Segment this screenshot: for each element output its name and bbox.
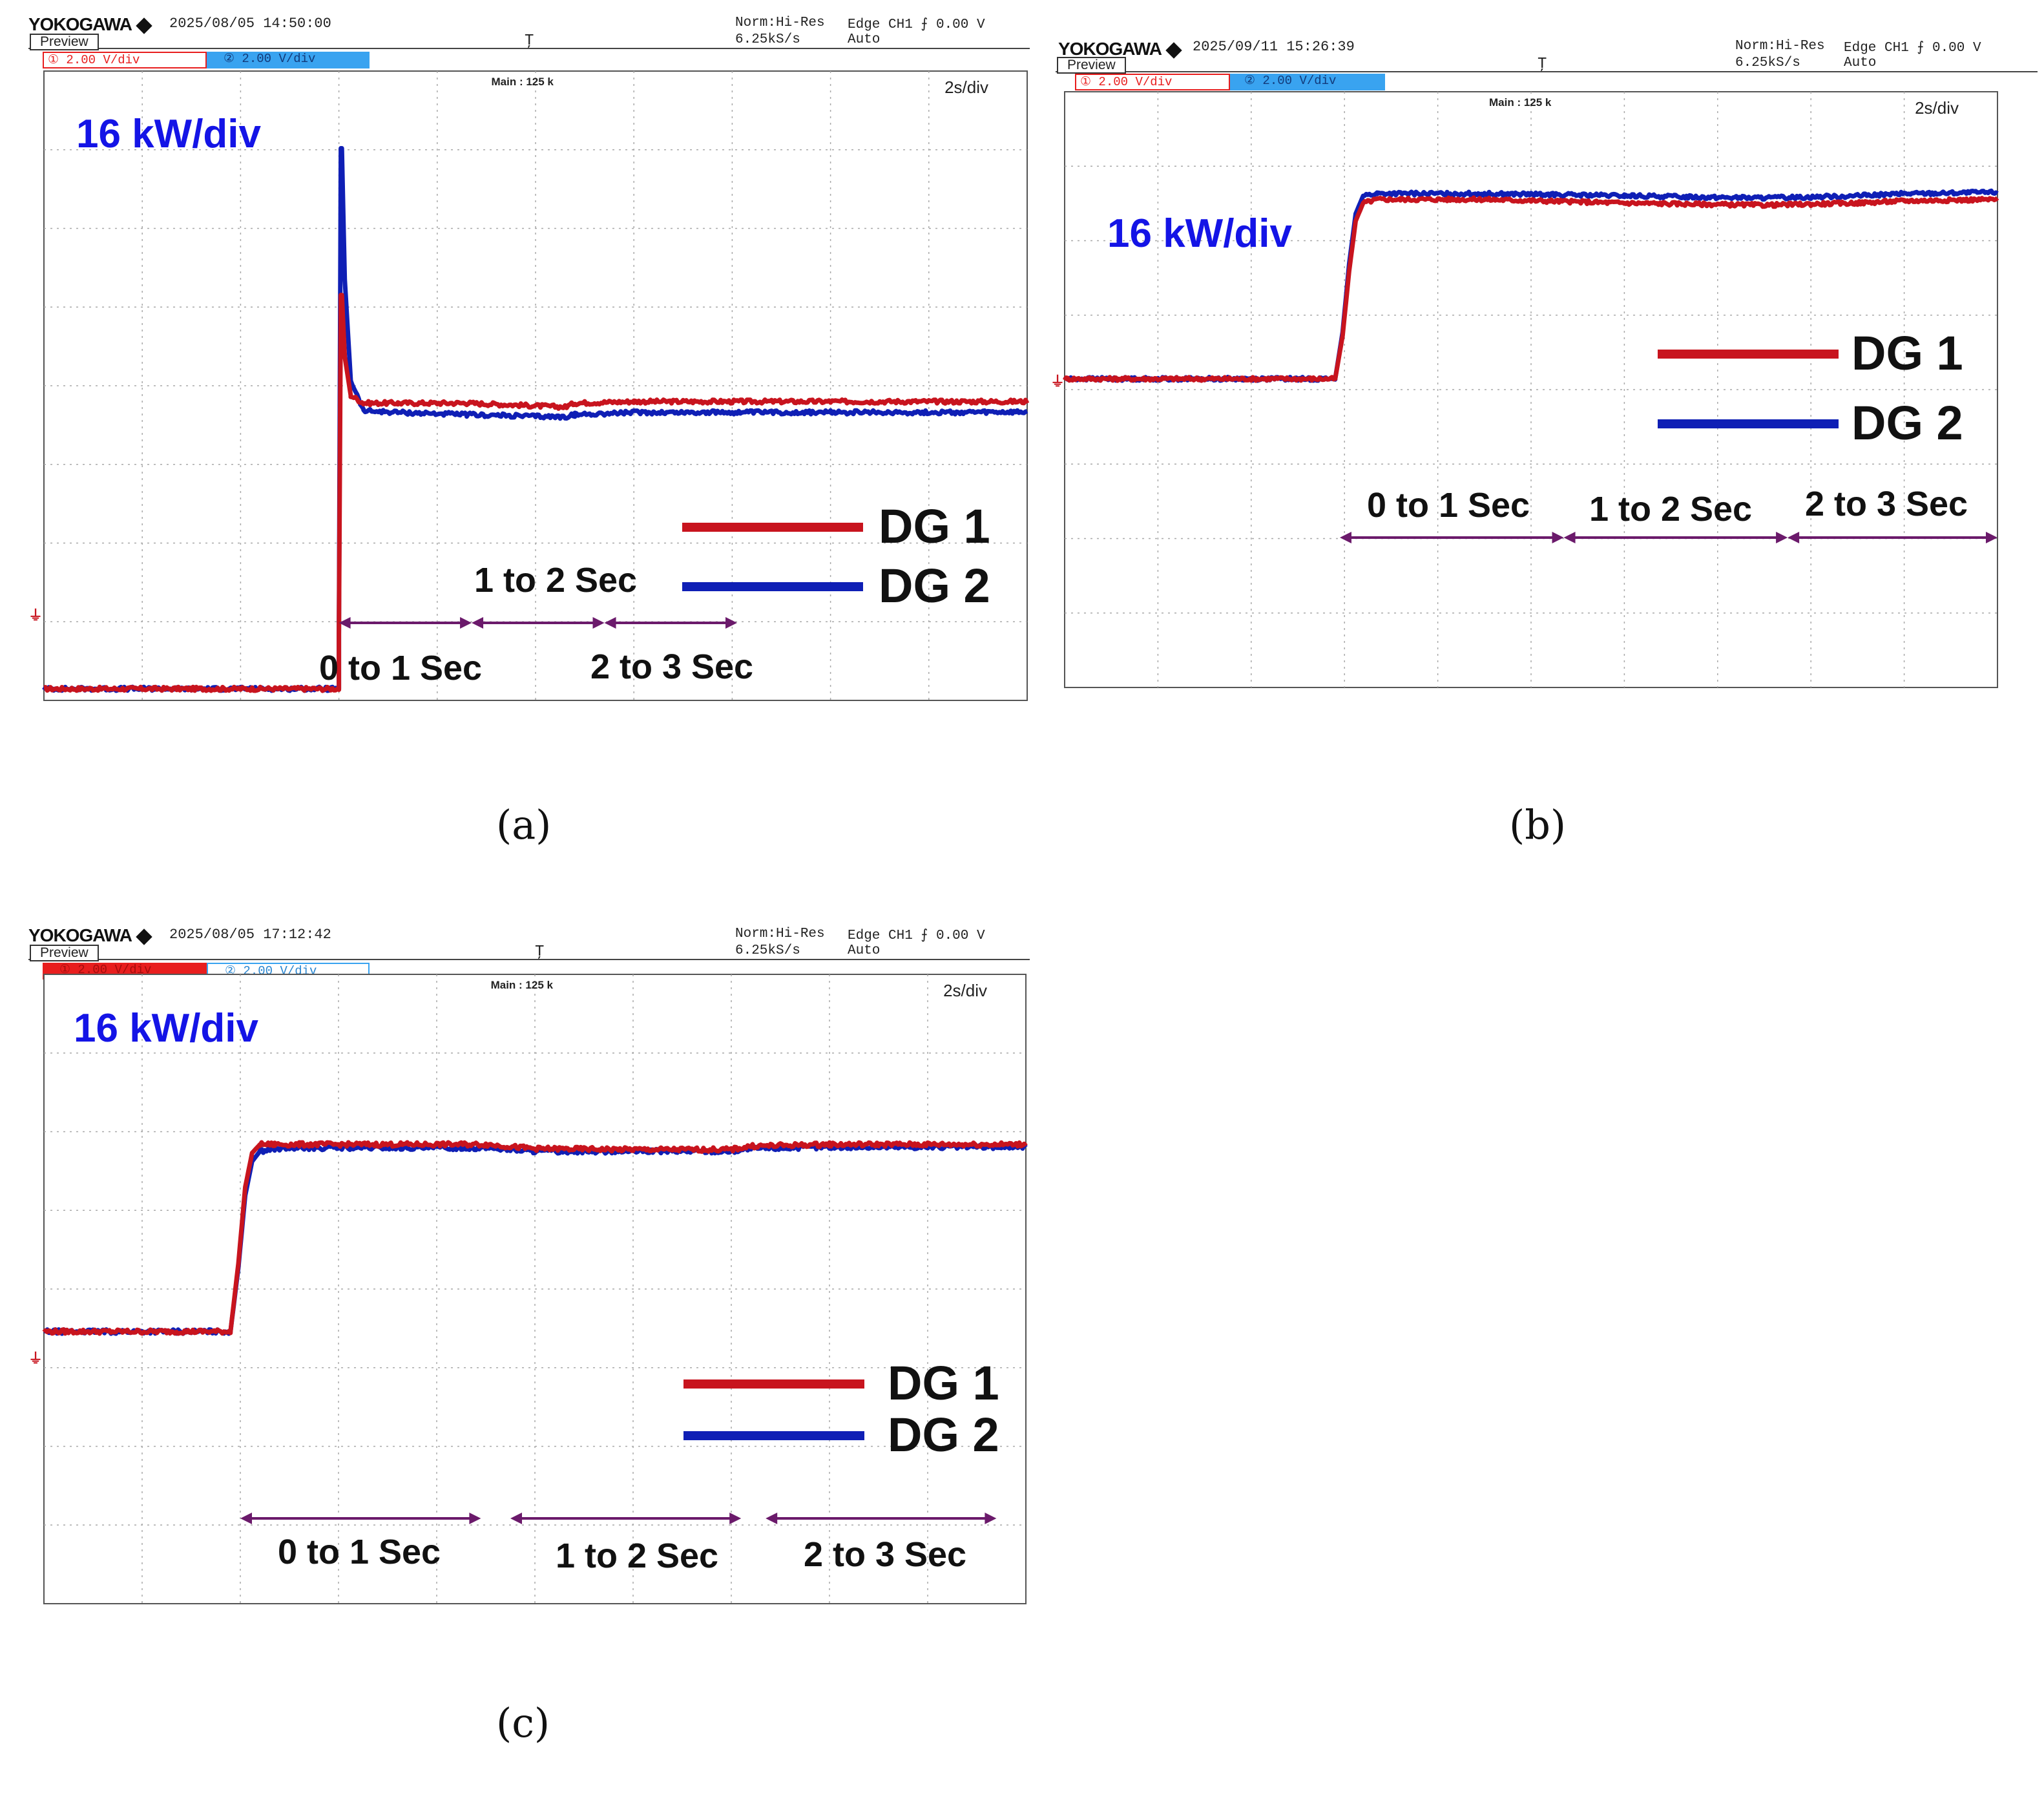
interval-arrowhead-left (240, 1513, 252, 1524)
interval-arrowhead-right (460, 617, 472, 629)
caption-a: (a) (496, 801, 552, 848)
interval-arrowhead-right (469, 1513, 481, 1524)
interval-label: 1 to 2 Sec (556, 1536, 718, 1575)
interval-arrowhead-right (1552, 532, 1564, 543)
interval-label: 1 to 2 Sec (1589, 490, 1752, 529)
interval-arrowhead-right (1776, 532, 1788, 543)
scale-label: 16 kW/div (1107, 211, 1293, 256)
preview-label: Preview (30, 945, 99, 961)
interval-label: 0 to 1 Sec (278, 1533, 441, 1571)
scale-label: 16 kW/div (76, 112, 262, 156)
scope-panel-c: YOKOGAWA 2025/08/05 17:12:42 Ţ Norm:Hi-R… (0, 911, 1047, 1793)
timebase-label: 2s/div (943, 981, 987, 1000)
trigger-position-icon: Ţ (1538, 56, 1547, 73)
timebase-label: 2s/div (1915, 98, 1959, 118)
interval-arrowhead-right (1986, 532, 1997, 543)
interval-label: 2 to 3 Sec (590, 647, 753, 686)
trace-dg1 (43, 293, 1030, 693)
trigger-setting: Edge CH1 ⨍ 0.00 V (848, 928, 985, 943)
acq-mode: Norm:Hi-Res (735, 927, 825, 941)
sample-rate: 6.25kS/s (735, 32, 800, 47)
preview-label: Preview (1057, 57, 1126, 74)
interval-arrowhead-left (1339, 532, 1351, 543)
ch2-scale-box: ② 2.00 V/div (207, 52, 370, 68)
ch1-scale-box: ① 2.00 V/div (1075, 74, 1230, 90)
sample-rate: 6.25kS/s (735, 943, 800, 958)
interval-arrowhead-left (510, 1513, 522, 1524)
scope-panel-b: YOKOGAWA 2025/09/11 15:26:39 Ţ Norm:Hi-R… (1047, 0, 2044, 866)
interval-label: 2 to 3 Sec (1805, 485, 1968, 523)
waveform-plot-b: Main : 125 k 2s/div 16 kW/div ⏚ DG 1 DG 2 0 to… (1050, 91, 1999, 688)
main-record-length: Main : 125 k (491, 979, 554, 991)
interval-arrowhead-left (1563, 532, 1576, 543)
header-divider (28, 959, 1030, 960)
ground-marker-icon: ⏚ (28, 1350, 43, 1367)
ch1-scale-box: ① 2.00 V/div (43, 52, 207, 68)
interval-label: 0 to 1 Sec (319, 649, 482, 687)
timebase-label: 2s/div (944, 78, 988, 97)
header-divider (28, 48, 1030, 49)
acq-mode: Norm:Hi-Res (735, 16, 825, 30)
ground-marker-icon: ⏚ (1050, 373, 1065, 390)
scale-label: 16 kW/div (74, 1006, 259, 1051)
trace-dg1 (1063, 195, 1999, 383)
caption-b: (b) (1509, 801, 1567, 848)
legend-label-dg1: DG 1 (1851, 326, 1963, 380)
yokogawa-logo: YOKOGAWA (1058, 39, 1182, 59)
interval-arrowhead-left (604, 617, 616, 629)
ch2-scale-box: ② 2.00 V/div (1230, 74, 1385, 90)
legend-label-dg1: DG 1 (888, 1356, 999, 1410)
legend-label-dg2: DG 2 (879, 559, 990, 613)
trigger-position-icon: Ţ (535, 943, 545, 961)
trigger-setting: Edge CH1 ⨍ 0.00 V (848, 17, 985, 32)
trigger-setting: Edge CH1 ⨍ 0.00 V (1844, 41, 1981, 56)
sample-rate: 6.25kS/s (1735, 56, 1800, 70)
interval-arrowhead-left (472, 617, 484, 629)
acq-mode: Norm:Hi-Res (1735, 39, 1825, 54)
yokogawa-logo: YOKOGAWA (28, 14, 152, 35)
interval-arrowhead-right (729, 1513, 742, 1524)
scope-panel-a: YOKOGAWA 2025/08/05 14:50:00 Ţ Norm:Hi-R… (0, 0, 1047, 866)
interval-label: 0 to 1 Sec (1367, 486, 1530, 525)
waveform-plot-a: Main : 125 k 2s/div 16 kW/div ⏚ DG 1 DG 2 0 to… (28, 70, 1030, 701)
interval-arrowhead-right (592, 617, 605, 629)
interval-arrowhead-right (725, 617, 738, 629)
interval-arrowhead-left (1788, 532, 1800, 543)
trigger-mode: Auto (848, 943, 881, 958)
trigger-mode: Auto (1844, 56, 1877, 70)
trigger-position-icon: Ţ (525, 32, 534, 50)
legend-label-dg2: DG 2 (1851, 396, 1963, 450)
preview-label: Preview (30, 34, 99, 50)
header-divider (1056, 71, 2038, 72)
interval-arrowhead-left (339, 617, 351, 629)
interval-label: 1 to 2 Sec (474, 561, 637, 600)
capture-datetime: 2025/08/05 14:50:00 (169, 16, 331, 32)
caption-c: (c) (496, 1699, 550, 1746)
capture-datetime: 2025/09/11 15:26:39 (1193, 39, 1355, 55)
ground-marker-icon: ⏚ (28, 607, 43, 624)
interval-arrowhead-left (766, 1513, 778, 1524)
main-record-length: Main : 125 k (492, 76, 554, 88)
legend-label-dg1: DG 1 (879, 499, 990, 553)
yokogawa-logo: YOKOGAWA (28, 925, 152, 946)
trace-dg1 (42, 1140, 1028, 1336)
interval-arrowhead-right (985, 1513, 997, 1524)
interval-label: 2 to 3 Sec (804, 1535, 966, 1574)
legend-label-dg2: DG 2 (888, 1408, 999, 1462)
capture-datetime: 2025/08/05 17:12:42 (169, 927, 331, 943)
main-record-length: Main : 125 k (1489, 96, 1552, 109)
trigger-mode: Auto (848, 32, 881, 47)
waveform-plot-c: Main : 125 k 2s/div 16 kW/div ⏚ DG 1DG 2 0 to… (28, 974, 1028, 1604)
